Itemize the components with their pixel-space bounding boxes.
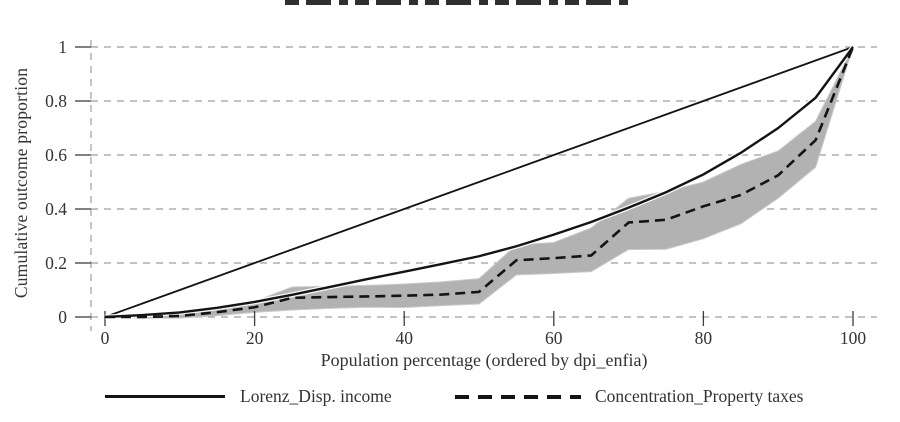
x-axis-title: Population percentage (ordered by dpi_en…	[320, 350, 648, 370]
legend-solid-line-sample	[105, 395, 225, 398]
ytick-label-0.8: 0.8	[45, 91, 67, 111]
ytick-label-0.2: 0.2	[45, 253, 67, 273]
legend-label-lorenz: Lorenz_Disp. income	[240, 386, 392, 406]
cropped-title-remnant	[285, 0, 633, 5]
concentration-curve-dashed	[105, 46, 855, 319]
xtick-label-40: 40	[395, 328, 413, 348]
ytick-label-1: 1	[58, 37, 67, 57]
y-axis-title: Cumulative outcome proportion	[11, 67, 31, 299]
legend-dashed-line-sample	[455, 395, 581, 399]
xtick-label-80: 80	[695, 328, 713, 348]
lorenz-curve	[104, 46, 854, 319]
xtick-label-100: 100	[840, 328, 867, 348]
ytick-label-0.6: 0.6	[45, 145, 67, 165]
xtick-label-0: 0	[101, 328, 110, 348]
equality-line	[104, 46, 854, 318]
xtick-label-20: 20	[246, 328, 264, 348]
xtick-label-60: 60	[545, 328, 563, 348]
ytick-label-0.4: 0.4	[45, 199, 67, 219]
ytick-label-0: 0	[58, 307, 67, 327]
legend-label-concentration: Concentration_Property taxes	[595, 386, 804, 406]
